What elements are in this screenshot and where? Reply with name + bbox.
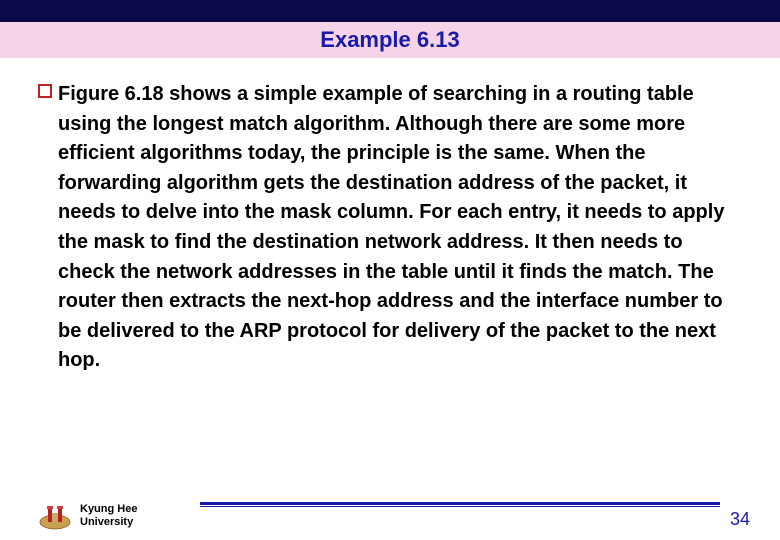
- slide-content: Figure 6.18 shows a simple example of se…: [0, 58, 780, 376]
- university-line2: University: [80, 516, 137, 529]
- page-number: 34: [730, 509, 750, 530]
- university-crest-icon: [38, 502, 72, 530]
- university-line1: Kyung Hee: [80, 503, 137, 516]
- title-band: Example 6.13: [0, 22, 780, 58]
- body-paragraph: Figure 6.18 shows a simple example of se…: [58, 80, 742, 376]
- university-name: Kyung Hee University: [80, 503, 137, 528]
- square-bullet-icon: [38, 84, 52, 98]
- slide-footer: Kyung Hee University 34: [0, 488, 780, 530]
- university-logo-block: Kyung Hee University: [38, 502, 137, 530]
- top-bar: [0, 0, 780, 22]
- bullet-item: Figure 6.18 shows a simple example of se…: [38, 80, 742, 376]
- footer-divider: [200, 502, 720, 506]
- slide-title: Example 6.13: [320, 27, 459, 53]
